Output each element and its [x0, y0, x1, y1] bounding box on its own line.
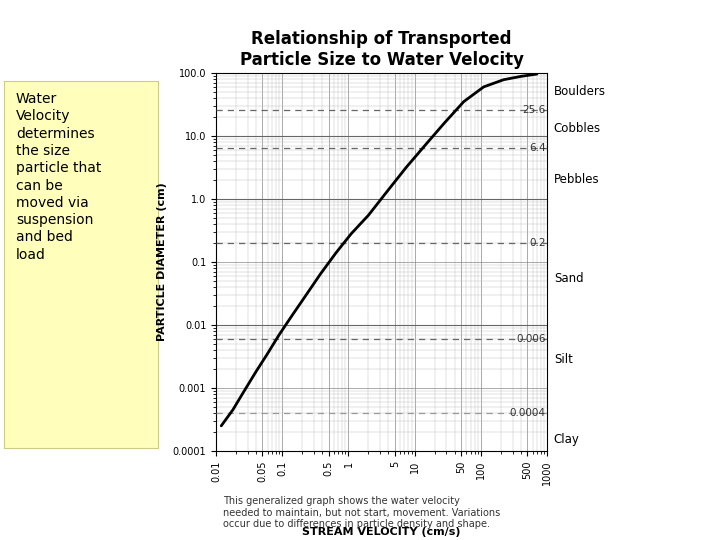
Text: 25.6: 25.6: [522, 105, 546, 115]
Text: 6.4: 6.4: [529, 143, 546, 153]
X-axis label: STREAM VELOCITY (cm/s): STREAM VELOCITY (cm/s): [302, 527, 461, 537]
Text: Silt: Silt: [554, 353, 572, 366]
Text: Water
Velocity
determines
the size
particle that
can be
moved via
suspension
and: Water Velocity determines the size parti…: [16, 92, 102, 262]
Text: Sand: Sand: [554, 272, 583, 285]
Text: Boulders: Boulders: [554, 85, 606, 98]
Text: Clay: Clay: [554, 433, 580, 446]
Text: Cobbles: Cobbles: [554, 122, 601, 135]
Text: 0.0004: 0.0004: [510, 408, 546, 418]
Text: This generalized graph shows the water velocity
needed to maintain, but not star: This generalized graph shows the water v…: [223, 496, 500, 529]
Text: Pebbles: Pebbles: [554, 173, 600, 186]
Y-axis label: PARTICLE DIAMETER (cm): PARTICLE DIAMETER (cm): [157, 183, 167, 341]
Text: 0.2: 0.2: [529, 238, 546, 248]
Title: Relationship of Transported
Particle Size to Water Velocity: Relationship of Transported Particle Siz…: [240, 30, 523, 69]
Text: 0.006: 0.006: [516, 334, 546, 344]
